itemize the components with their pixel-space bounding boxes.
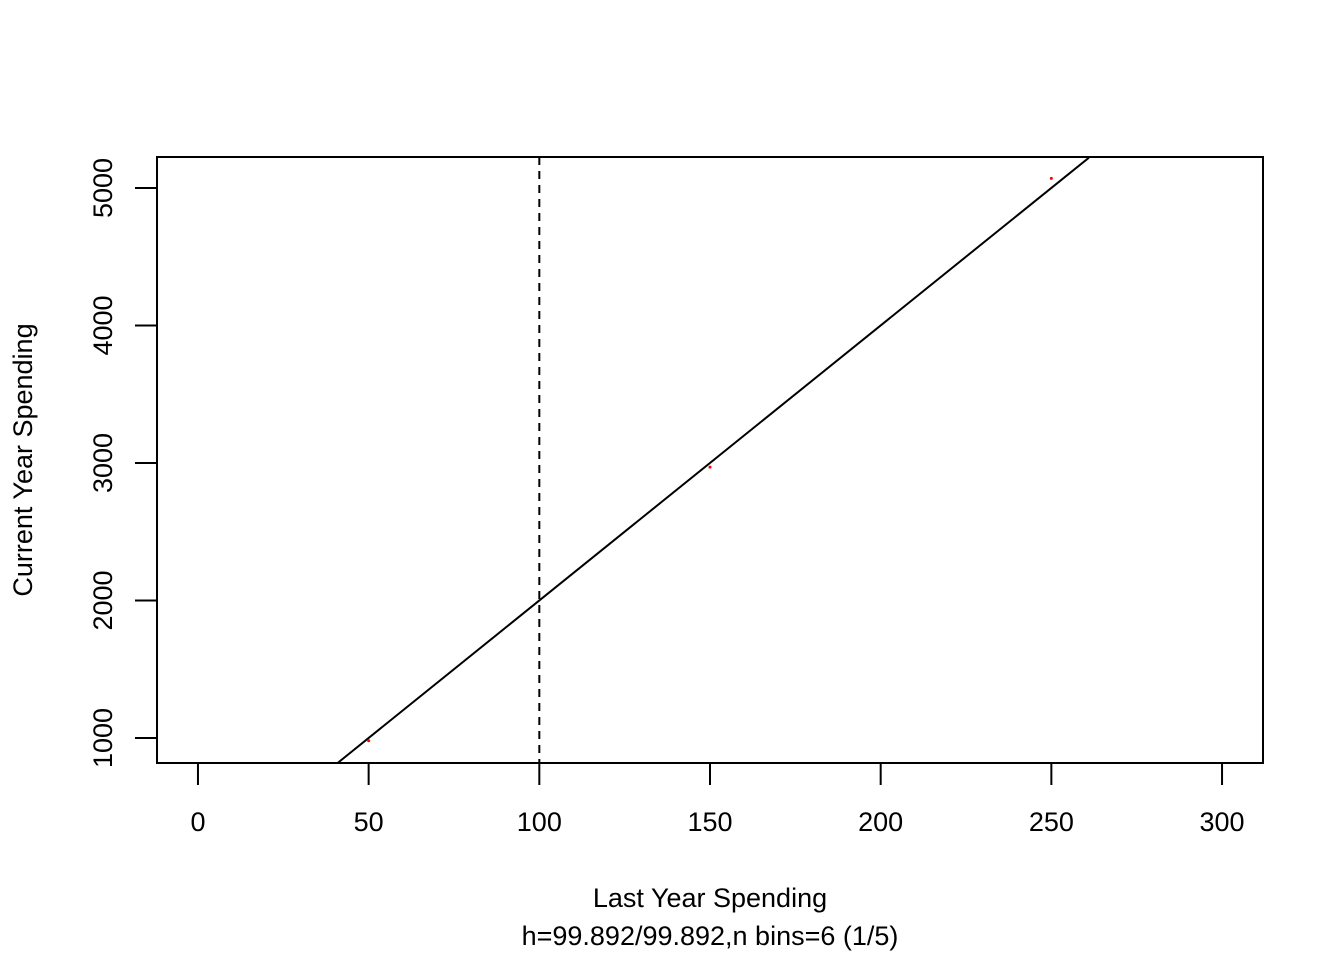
- fit-line: [337, 157, 1090, 763]
- x-tick-label: 200: [858, 807, 903, 837]
- y-tick-label: 2000: [88, 570, 118, 630]
- x-tick-label: 0: [190, 807, 205, 837]
- plot-box: [156, 156, 1264, 764]
- x-tick-label: 300: [1200, 807, 1245, 837]
- y-axis-label: Current Year Spending: [8, 323, 38, 596]
- x-axis-label: Last Year Spending: [593, 883, 827, 913]
- x-tick-label: 150: [687, 807, 732, 837]
- point: [1049, 176, 1053, 180]
- point: [708, 465, 712, 469]
- x-tick-label: 50: [354, 807, 384, 837]
- y-tick-label: 4000: [88, 295, 118, 355]
- subtitle: h=99.892/99.892,n bins=6 (1/5): [522, 921, 899, 951]
- y-tick-label: 5000: [88, 158, 118, 218]
- y-tick-label: 3000: [88, 433, 118, 493]
- x-tick-label: 100: [517, 807, 562, 837]
- y-tick-label: 1000: [88, 708, 118, 768]
- point: [367, 739, 371, 743]
- x-tick-label: 250: [1029, 807, 1074, 837]
